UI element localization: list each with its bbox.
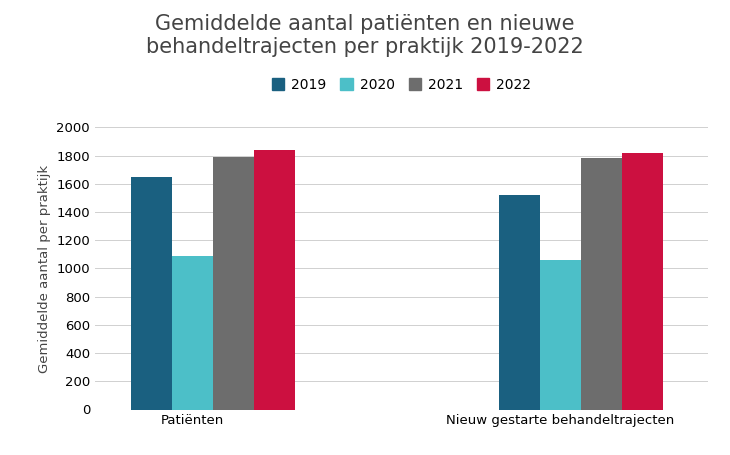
Bar: [499, 195, 540, 410]
Bar: [540, 260, 581, 410]
Bar: [581, 158, 622, 410]
Bar: [131, 177, 172, 410]
Bar: [254, 150, 295, 410]
Bar: [213, 157, 254, 410]
Legend: 2019, 2020, 2021, 2022: 2019, 2020, 2021, 2022: [266, 72, 537, 97]
Bar: [172, 256, 213, 410]
Y-axis label: Gemiddelde aantal per praktijk: Gemiddelde aantal per praktijk: [38, 164, 50, 373]
Text: Gemiddelde aantal patiënten en nieuwe
behandeltrajecten per praktijk 2019-2022: Gemiddelde aantal patiënten en nieuwe be…: [146, 14, 584, 57]
Bar: [622, 153, 663, 410]
